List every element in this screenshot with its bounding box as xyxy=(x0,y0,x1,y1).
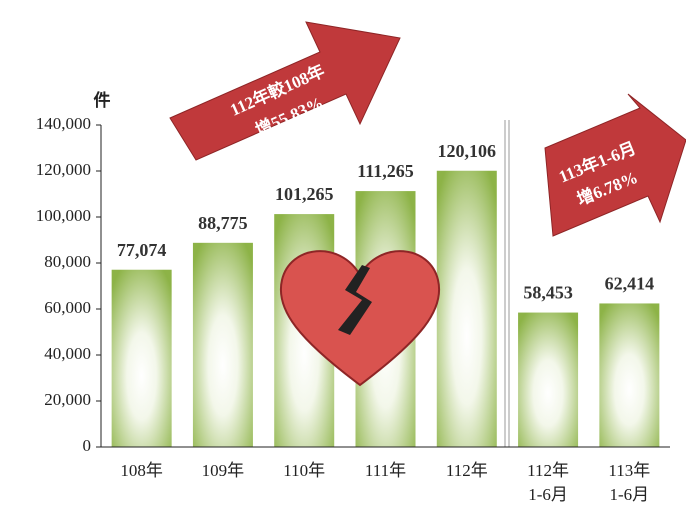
y-tick-label: 0 xyxy=(83,436,92,455)
y-tick-label: 60,000 xyxy=(44,298,91,317)
bar xyxy=(111,269,172,447)
x-tick-label: 108年 xyxy=(120,461,163,480)
arrow-1 xyxy=(169,21,401,161)
heart-crack xyxy=(338,265,372,335)
x-tick-label: 109年 xyxy=(201,461,245,480)
x-tick-label: 112年 1-6月 xyxy=(527,461,569,504)
value-label: 111,265 xyxy=(357,161,414,181)
y-tick-label: 140,000 xyxy=(36,114,91,133)
bar xyxy=(192,242,253,447)
y-axis-label: 件 xyxy=(94,90,111,110)
bar xyxy=(436,170,497,447)
y-tick-label: 120,000 xyxy=(36,160,91,179)
x-tick-label: 111年 xyxy=(364,461,407,480)
x-tick-label: 113年 1-6月 xyxy=(608,461,651,504)
value-label: 101,265 xyxy=(275,184,334,204)
y-tick-label: 20,000 xyxy=(44,390,91,409)
value-label: 77,074 xyxy=(117,240,167,260)
value-label: 120,106 xyxy=(438,141,497,161)
bar xyxy=(599,303,660,447)
y-tick-label: 40,000 xyxy=(44,344,91,363)
value-label: 58,453 xyxy=(523,283,573,303)
y-tick-label: 100,000 xyxy=(36,206,91,225)
x-tick-label: 110年 xyxy=(283,461,326,480)
arrow-2 xyxy=(544,93,686,237)
value-label: 88,775 xyxy=(198,213,248,233)
value-label: 62,414 xyxy=(605,274,655,294)
bar xyxy=(518,312,579,447)
x-tick-label: 112年 xyxy=(445,461,488,480)
y-tick-label: 80,000 xyxy=(44,252,91,271)
